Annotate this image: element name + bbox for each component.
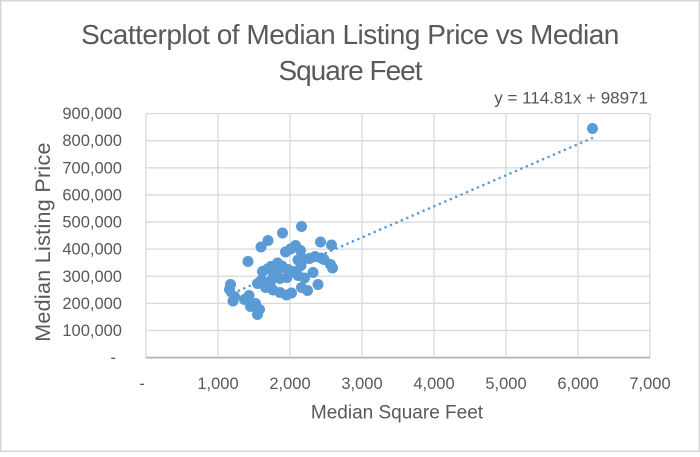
svg-text:700,000: 700,000 [62,159,122,177]
svg-text:-: - [111,349,117,367]
svg-text:5,000: 5,000 [485,375,526,393]
svg-text:Square Feet: Square Feet [278,55,422,86]
svg-text:Scatterplot of Median Listing: Scatterplot of Median Listing Price vs M… [81,19,619,50]
svg-text:300,000: 300,000 [62,268,122,286]
svg-text:2,000: 2,000 [269,375,310,393]
svg-text:7,000: 7,000 [629,375,670,393]
svg-text:400,000: 400,000 [62,241,122,259]
svg-text:Median Square Feet: Median Square Feet [311,403,484,424]
svg-text:3,000: 3,000 [341,375,382,393]
svg-text:-: - [139,375,145,393]
svg-text:4,000: 4,000 [413,375,454,393]
svg-text:600,000: 600,000 [62,186,122,204]
svg-text:500,000: 500,000 [62,214,122,232]
svg-text:1,000: 1,000 [197,375,238,393]
svg-text:y = 114.81x + 98971: y = 114.81x + 98971 [494,89,648,108]
svg-text:800,000: 800,000 [62,132,122,150]
svg-text:200,000: 200,000 [62,295,122,313]
svg-text:Median Listing Price: Median Listing Price [31,142,55,342]
svg-text:100,000: 100,000 [62,322,122,340]
svg-text:6,000: 6,000 [557,375,598,393]
svg-text:900,000: 900,000 [62,105,122,123]
